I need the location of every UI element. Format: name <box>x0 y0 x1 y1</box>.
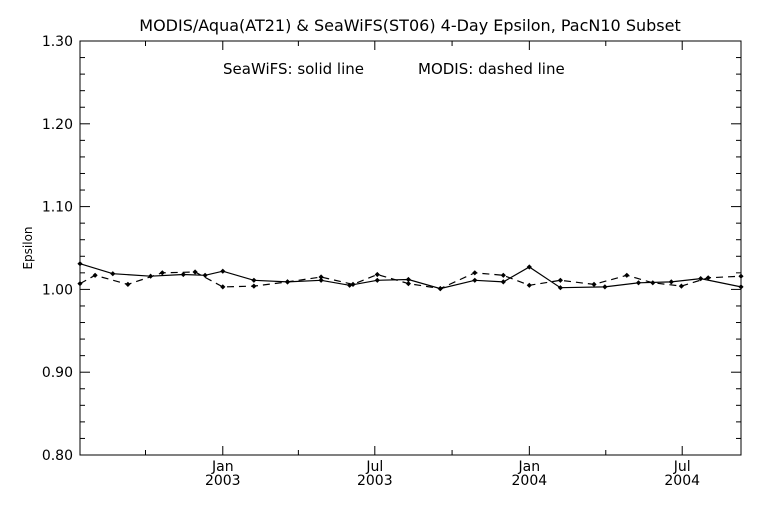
seawifs-point <box>405 276 411 283</box>
modis-point <box>437 286 443 292</box>
y-tick-label: 1.30 <box>42 34 73 50</box>
y-tick-label: 0.80 <box>42 448 73 464</box>
y-tick-label: 1.10 <box>42 200 73 216</box>
modis-point <box>284 279 291 285</box>
y-axis-label: Epsilon <box>21 226 35 269</box>
plot-frame <box>79 40 742 456</box>
seawifs-point <box>557 285 563 291</box>
modis-point <box>374 271 380 278</box>
modis-point <box>557 277 563 283</box>
modis-point <box>92 272 98 278</box>
seawifs-point <box>318 277 324 283</box>
x-tick-year-label: 2003 <box>205 473 241 489</box>
x-tick-year-label: 2004 <box>512 473 548 489</box>
modis-point <box>125 281 131 287</box>
series-layer <box>77 261 744 292</box>
seawifs-point <box>180 271 186 278</box>
seawifs-point <box>347 282 353 288</box>
modis-point <box>526 282 532 288</box>
seawifs-point <box>500 279 506 285</box>
seawifs-point <box>698 276 704 282</box>
seawifs-point <box>472 277 478 283</box>
modis-point <box>159 270 165 276</box>
seawifs-point <box>202 272 208 278</box>
x-tick-month-label: Jul <box>673 459 691 475</box>
modis-point <box>624 272 630 278</box>
modis-point <box>350 281 356 287</box>
x-tick-month-label: Jan <box>518 459 541 475</box>
annotation-modis: MODIS: dashed line <box>418 60 565 78</box>
modis-point <box>318 274 324 280</box>
x-tick-year-label: 2004 <box>664 473 700 489</box>
seawifs-point <box>251 277 257 283</box>
seawifs-point <box>110 271 116 277</box>
y-tick-label: 1.20 <box>42 117 73 133</box>
modis-point <box>678 283 684 289</box>
y-tick-label: 0.90 <box>42 365 73 381</box>
seawifs-point <box>668 279 674 285</box>
x-tick-month-label: Jul <box>365 459 383 475</box>
seawifs-point <box>602 284 608 290</box>
modis-point <box>192 269 198 275</box>
seawifs-point <box>220 268 226 274</box>
modis-point <box>500 272 506 278</box>
modis-point <box>251 283 257 289</box>
seawifs-point <box>635 280 642 286</box>
x-tick-month-label: Jan <box>211 459 234 475</box>
modis-point <box>220 284 226 290</box>
x-tick-year-label: 2003 <box>357 473 393 489</box>
modis-point <box>405 281 411 287</box>
modis-point <box>472 270 478 276</box>
axes: 0.800.901.001.101.201.30Jan2003Jul2003Ja… <box>42 34 741 489</box>
annotation-seawifs: SeaWiFS: solid line <box>223 60 364 78</box>
modis-point <box>705 275 711 281</box>
modis-point <box>591 281 597 287</box>
modis-point <box>650 280 656 286</box>
seawifs-point <box>374 277 380 283</box>
chart-title: MODIS/Aqua(AT21) & SeaWiFS(ST06) 4-Day E… <box>139 16 680 35</box>
seawifs-point <box>526 264 532 270</box>
seawifs-line <box>79 263 742 290</box>
y-tick-label: 1.00 <box>42 282 73 298</box>
